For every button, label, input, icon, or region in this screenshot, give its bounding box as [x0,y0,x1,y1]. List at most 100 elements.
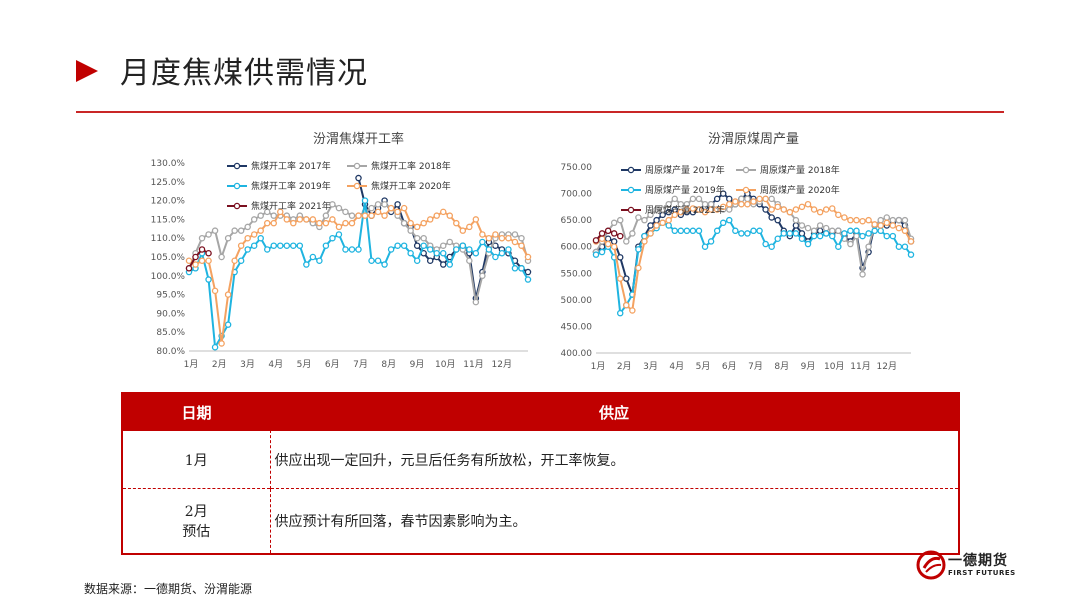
series-point [895,216,903,224]
series-point [653,206,660,213]
series-point [413,234,421,242]
legend-label: 周原煤产量 2017年 [645,164,725,176]
series-point [524,276,532,283]
series-point [524,268,532,276]
series-point [472,298,480,306]
series-point [907,251,915,258]
series-point [726,216,733,224]
legend-marker [627,206,635,214]
supply-table: 日期 供应 1月 供应出现一定回升，元旦后任务有所放松，开工率恢复。 2月 预估… [121,392,960,555]
series-point [270,212,278,219]
series-point [498,234,506,242]
series-point [498,249,506,257]
series-point [394,201,401,208]
series-point [865,216,872,224]
series-point [598,248,606,256]
series-point [671,211,679,219]
y-tick-label: 130.0% [151,159,185,169]
series-point [231,227,238,234]
series-point [853,227,860,235]
series-point [426,216,434,223]
logo-subtitle: FIRST FUTURES [948,569,1016,577]
x-tick-label: 9月 [410,359,425,370]
series-point [433,212,440,219]
series-point [792,230,800,237]
series-point [348,219,356,227]
series-point [342,246,349,253]
series-point [244,234,251,242]
series-point [738,230,745,237]
series-point [841,214,848,221]
series-point [635,264,642,272]
series-point [713,227,721,235]
series-line-3 [595,197,912,313]
series-point [907,238,915,245]
series-point [309,253,317,261]
series-point [348,212,356,219]
series-point [616,216,624,224]
series-point [335,204,343,212]
legend-marker [233,202,241,210]
series-point [707,238,715,245]
series-point [768,214,775,221]
series-point [492,253,499,261]
x-tick-label: 9月 [801,361,816,372]
x-tick-label: 2月 [212,359,227,370]
series-point [446,238,454,246]
series-point [726,195,733,203]
series-point [835,211,842,219]
series-point [810,232,818,240]
series-point [695,206,703,213]
y-tick-label: 450.00 [561,322,593,332]
series-point [798,203,806,211]
series-point [342,208,349,216]
y-tick-label: 125.0% [151,178,185,188]
series-point [211,343,219,351]
series-point [726,206,733,213]
series-point [629,230,636,237]
series-point [865,243,872,250]
x-tick-label: 8月 [381,359,396,370]
series-point [804,240,812,248]
series-point [518,242,525,249]
chart-coking-rate-svg: 汾渭焦煤开工率 80.0% 85.0% 90.0% 95.0% 100.0% 105.0% 1… [151,131,532,370]
series-point [610,219,618,227]
series-point [479,238,486,246]
y-tick-label: 80.0% [156,347,185,357]
title-marker [76,60,98,82]
x-tick-label: 3月 [240,359,255,370]
series-point [810,206,818,213]
series-point [309,216,317,223]
series-point [895,243,903,250]
series-point [303,261,310,268]
series-point [871,221,878,228]
series-point [400,242,408,249]
series-point [492,231,499,238]
legend-label: 周原煤产量 2020年 [760,184,840,196]
y-tick-label: 500.00 [561,296,593,306]
series-point [792,222,800,229]
series-point [901,227,909,235]
series-point [413,242,421,249]
series-point [701,208,709,216]
legend-label: 焦煤开工率 2021年 [251,200,331,212]
series-point [895,224,903,232]
series-point [610,230,618,237]
series-point [647,222,654,229]
series-point [466,246,473,253]
series-point [713,206,721,213]
series-point [277,208,284,216]
title-underline [76,111,1004,113]
legend-label: 周原煤产量 2019年 [645,184,725,196]
series-point [695,227,703,235]
series-point [629,307,636,314]
series-point [689,195,697,203]
series-point [524,253,532,261]
series-point [847,227,854,235]
series-point [250,242,258,249]
y-tick-label: 115.0% [151,215,185,225]
series-point [198,234,206,242]
series-point [361,212,369,219]
series-point [798,235,806,242]
series-point [250,231,258,238]
